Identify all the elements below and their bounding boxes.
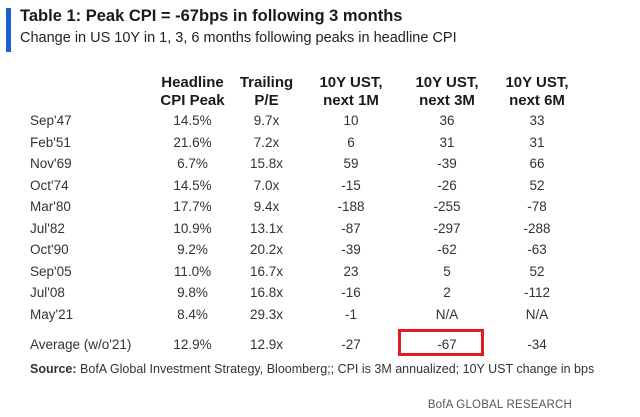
row-cpi: 6.7% (177, 156, 208, 172)
row-1m: -87 (341, 220, 361, 236)
table-row: Mar'80 17.7% 9.4x -188 -255 -78 (30, 196, 582, 218)
table-row: Feb'51 21.6% 7.2x 6 31 31 (30, 132, 582, 154)
row-pe: 7.0x (253, 177, 280, 193)
row-3m: N/A (435, 306, 459, 322)
row-6m: -63 (527, 242, 547, 258)
header-cpi-peak: Headline CPI Peak (160, 74, 225, 109)
row-label: Nov'69 (30, 156, 72, 172)
row-label: Sep'47 (30, 113, 72, 129)
row-pe: 9.4x (253, 199, 280, 215)
highlight-box (398, 329, 484, 356)
average-label: Average (w/o'21) (30, 337, 132, 352)
brand-footer: BofA GLOBAL RESEARCH (427, 399, 572, 411)
table-row: Nov'69 6.7% 15.8x 59 -39 66 (30, 153, 582, 175)
average-6m: -34 (527, 337, 547, 352)
row-label: Sep'05 (30, 263, 72, 279)
row-pe: 16.7x (249, 263, 284, 279)
row-cpi: 8.4% (177, 306, 208, 322)
row-cpi: 9.8% (177, 285, 208, 301)
row-pe: 9.7x (253, 113, 280, 129)
row-1m: 23 (343, 263, 359, 279)
average-3m: -67 (437, 337, 457, 352)
row-cpi: 14.5% (173, 113, 212, 129)
row-pe: 13.1x (249, 220, 284, 236)
row-3m: -255 (433, 199, 461, 215)
table-row: Jul'08 9.8% 16.8x -16 2 -112 (30, 282, 582, 304)
source-text: BofA Global Investment Strategy, Bloombe… (80, 362, 595, 376)
table-row: Oct'74 14.5% 7.0x -15 -26 52 (30, 175, 582, 197)
table-row: Jul'82 10.9% 13.1x -87 -297 -288 (30, 218, 582, 240)
table-row: Sep'47 14.5% 9.7x 10 36 33 (30, 110, 582, 132)
table-row: Sep'05 11.0% 16.7x 23 5 52 (30, 261, 582, 283)
row-pe: 7.2x (253, 134, 280, 150)
header-10y-3m: 10Y UST, next 3M (415, 74, 479, 109)
average-row: Average (w/o'21) 12.9% 12.9x -27 -67 -34 (30, 325, 582, 355)
row-cpi: 9.2% (177, 242, 208, 258)
row-label: May'21 (30, 306, 74, 322)
row-cpi: 17.7% (173, 199, 212, 215)
row-1m: 6 (347, 134, 355, 150)
average-pe: 12.9x (249, 337, 284, 352)
row-3m: 31 (439, 134, 455, 150)
header-10y-6m: 10Y UST, next 6M (505, 74, 569, 109)
title-accent-bar (6, 8, 11, 52)
row-1m: -15 (341, 177, 361, 193)
source-note: Source: BofA Global Investment Strategy,… (30, 360, 620, 379)
row-cpi: 21.6% (173, 134, 212, 150)
row-1m: -188 (337, 199, 365, 215)
row-6m: 33 (529, 113, 545, 129)
row-6m: -112 (523, 285, 551, 301)
row-1m: 59 (343, 156, 359, 172)
row-6m: 52 (529, 263, 545, 279)
row-pe: 29.3x (249, 306, 284, 322)
header-10y-1m: 10Y UST, next 1M (319, 74, 383, 109)
table-title: Table 1: Peak CPI = -67bps in following … (20, 7, 403, 25)
row-pe: 20.2x (249, 242, 284, 258)
source-label: Source: (30, 362, 77, 376)
header-trailing-pe: Trailing P/E (239, 74, 294, 109)
table-subtitle: Change in US 10Y in 1, 3, 6 months follo… (20, 30, 457, 46)
row-1m: 10 (343, 113, 359, 129)
row-6m: 66 (529, 156, 545, 172)
row-6m: -288 (523, 220, 551, 236)
row-3m: 5 (443, 263, 451, 279)
row-pe: 16.8x (249, 285, 284, 301)
row-3m: 36 (439, 113, 455, 129)
row-6m: 52 (529, 177, 545, 193)
row-3m: -297 (433, 220, 461, 236)
header-blank (30, 66, 152, 110)
row-3m: -62 (437, 242, 457, 258)
row-label: Oct'74 (30, 177, 69, 193)
table-row: Oct'90 9.2% 20.2x -39 -62 -63 (30, 239, 582, 261)
table-header-row: Headline CPI Peak Trailing P/E 10Y UST, nex… (30, 66, 582, 110)
row-cpi: 11.0% (173, 263, 212, 279)
row-6m: -78 (527, 199, 547, 215)
row-6m: N/A (525, 306, 549, 322)
row-3m: -26 (437, 177, 457, 193)
row-label: Mar'80 (30, 199, 71, 215)
row-label: Feb'51 (30, 134, 71, 150)
average-cpi: 12.9% (173, 337, 212, 352)
average-1m: -27 (341, 337, 361, 352)
row-label: Jul'08 (30, 285, 65, 301)
row-1m: -1 (344, 306, 357, 322)
row-cpi: 14.5% (173, 177, 212, 193)
row-pe: 15.8x (249, 156, 284, 172)
row-3m: -39 (437, 156, 457, 172)
row-label: Oct'90 (30, 242, 69, 258)
row-6m: 31 (529, 134, 545, 150)
row-1m: -39 (341, 242, 361, 258)
row-cpi: 10.9% (173, 220, 212, 236)
row-3m: 2 (443, 285, 451, 301)
row-1m: -16 (341, 285, 361, 301)
table-row: May'21 8.4% 29.3x -1 N/A N/A (30, 304, 582, 326)
row-label: Jul'82 (30, 220, 65, 236)
cpi-table: Headline CPI Peak Trailing P/E 10Y UST, nex… (30, 66, 582, 355)
